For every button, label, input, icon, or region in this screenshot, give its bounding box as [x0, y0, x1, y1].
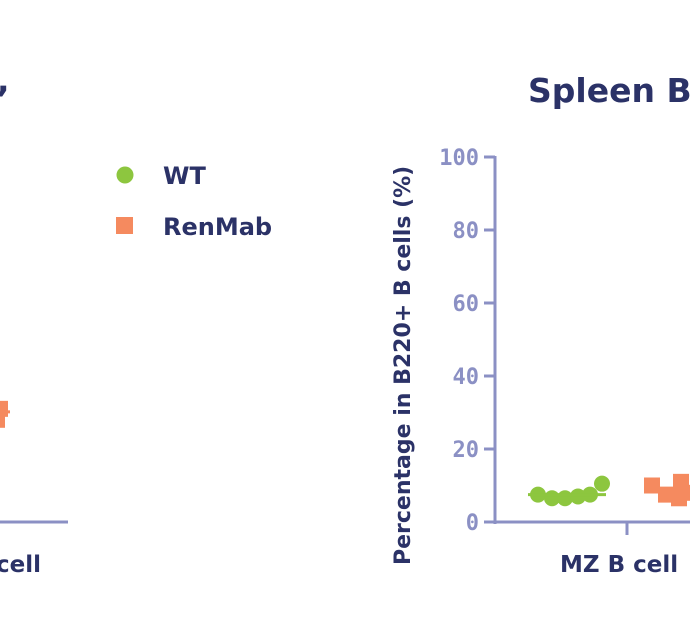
legend-renmab-marker	[116, 217, 133, 234]
left-category-label-fragment: cell	[0, 552, 41, 578]
legend-wt-marker	[116, 166, 134, 184]
wt-point	[594, 475, 610, 492]
chart-title: Spleen B	[528, 71, 690, 110]
y-axis-label: Percentage in B220+ B cells (%)	[391, 166, 416, 565]
spleen-b-chart: Spleen B Percentage in B220+ B cells (%)…	[391, 71, 690, 578]
left-chart-fragment: , cell	[0, 61, 68, 578]
legend: WT RenMab	[116, 162, 272, 241]
y-tick-label: 100	[439, 146, 479, 171]
left-renmab-point	[0, 400, 8, 417]
renmab-point	[671, 490, 687, 507]
y-tick-label: 80	[453, 219, 480, 244]
y-tick-label: 60	[453, 292, 480, 317]
data-points	[528, 473, 690, 507]
legend-renmab-label: RenMab	[163, 213, 272, 241]
y-ticks: 0 20 40 60 80 100	[439, 146, 495, 536]
left-chart-title-fragment: ,	[0, 61, 10, 100]
left-renmab-point	[0, 411, 5, 428]
y-tick-label: 0	[466, 511, 479, 536]
y-tick-label: 20	[453, 438, 480, 463]
wt-point	[570, 488, 586, 505]
renmab-point	[684, 484, 690, 501]
left-renmab-points	[0, 400, 10, 428]
category-label: MZ B cell	[560, 552, 678, 578]
legend-wt-label: WT	[163, 162, 206, 190]
y-tick-label: 40	[453, 365, 480, 390]
